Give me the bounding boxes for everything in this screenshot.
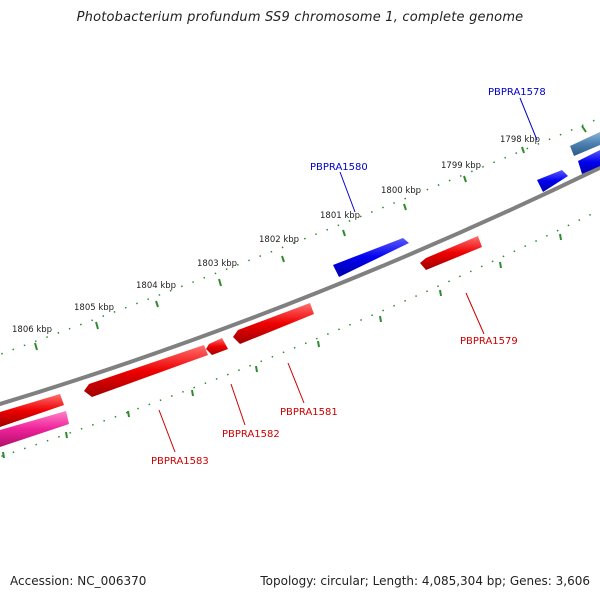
major-ticks-outer <box>34 125 587 351</box>
outer-tick-track <box>0 117 600 356</box>
gene-label-PBPRA1578[interactable]: PBPRA1578 <box>488 87 546 98</box>
scale-label-1801: 1801 kbp <box>320 211 360 221</box>
gene-PBPRA1580-arrow[interactable] <box>333 238 409 277</box>
scale-label-1804: 1804 kbp <box>136 281 176 291</box>
gene-PBPRA1583-arrow[interactable] <box>84 345 208 397</box>
gene-PBPRA1579-arrow[interactable] <box>420 236 482 270</box>
gene-labels: PBPRA1578 PBPRA1580 PBPRA1579 PBPRA1581 … <box>151 87 546 467</box>
chromosome-backbone <box>0 165 600 407</box>
gene-label-PBPRA1579[interactable]: PBPRA1579 <box>460 336 518 347</box>
scale-label-1799: 1799 kbp <box>441 161 481 171</box>
gene-PBPRA1582-arrow[interactable] <box>206 338 228 355</box>
gene-PBPRA1578-arrow[interactable] <box>570 132 600 174</box>
gene-left-pink-arrow[interactable] <box>0 411 69 447</box>
genome-summary-text: Topology: circular; Length: 4,085,304 bp… <box>260 574 590 588</box>
scale-labels: 1798 kbp 1799 kbp 1800 kbp 1801 kbp 1802… <box>12 135 540 335</box>
gene-left-red-arrow[interactable] <box>0 394 64 427</box>
scale-label-1803: 1803 kbp <box>197 259 237 269</box>
scale-label-1802: 1802 kbp <box>259 235 299 245</box>
gene-forward-small-arrow[interactable] <box>537 170 568 192</box>
gene-label-PBPRA1582[interactable]: PBPRA1582 <box>222 429 280 440</box>
accession-text: Accession: NC_006370 <box>10 574 147 588</box>
reverse-strand-genes <box>0 236 482 447</box>
gene-PBPRA1581-arrow[interactable] <box>233 303 314 344</box>
scale-label-1806: 1806 kbp <box>12 325 52 335</box>
scale-label-1798: 1798 kbp <box>500 135 540 145</box>
inner-tick-track <box>0 209 600 458</box>
scale-label-1805: 1805 kbp <box>74 303 114 313</box>
gene-label-PBPRA1583[interactable]: PBPRA1583 <box>151 456 209 467</box>
map-title: Photobacterium profundum SS9 chromosome … <box>76 10 524 25</box>
gene-label-PBPRA1580[interactable]: PBPRA1580 <box>310 162 368 173</box>
major-ticks-inner <box>2 233 562 459</box>
forward-strand-genes <box>333 132 600 277</box>
label-leaders <box>158 97 538 453</box>
gene-label-PBPRA1581[interactable]: PBPRA1581 <box>280 407 338 418</box>
scale-label-1800: 1800 kbp <box>381 186 421 196</box>
